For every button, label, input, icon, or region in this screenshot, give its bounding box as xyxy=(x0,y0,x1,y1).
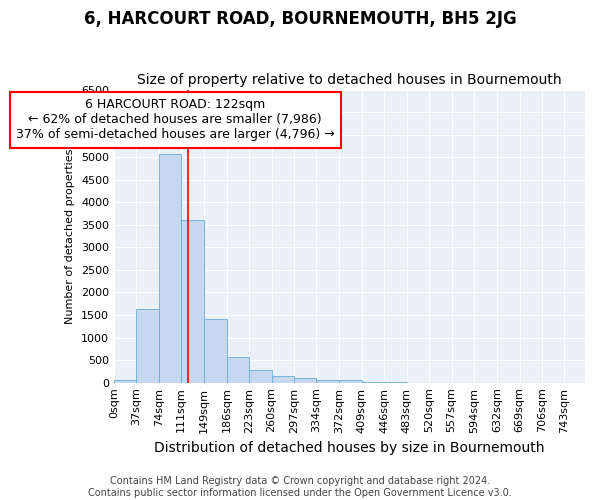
Bar xyxy=(204,318,227,382)
Title: Size of property relative to detached houses in Bournemouth: Size of property relative to detached ho… xyxy=(137,73,562,87)
Y-axis label: Number of detached properties: Number of detached properties xyxy=(65,148,76,324)
X-axis label: Distribution of detached houses by size in Bournemouth: Distribution of detached houses by size … xyxy=(154,441,545,455)
Bar xyxy=(114,380,136,382)
Bar xyxy=(136,308,159,382)
Bar xyxy=(227,356,249,382)
Text: 6 HARCOURT ROAD: 122sqm
← 62% of detached houses are smaller (7,986)
37% of semi: 6 HARCOURT ROAD: 122sqm ← 62% of detache… xyxy=(16,98,335,142)
Bar xyxy=(249,370,272,382)
Bar xyxy=(340,380,362,382)
Bar xyxy=(294,378,316,382)
Text: 6, HARCOURT ROAD, BOURNEMOUTH, BH5 2JG: 6, HARCOURT ROAD, BOURNEMOUTH, BH5 2JG xyxy=(83,10,517,28)
Bar xyxy=(159,154,181,382)
Text: Contains HM Land Registry data © Crown copyright and database right 2024.
Contai: Contains HM Land Registry data © Crown c… xyxy=(88,476,512,498)
Bar xyxy=(272,376,294,382)
Bar xyxy=(316,380,339,382)
Bar xyxy=(181,220,203,382)
